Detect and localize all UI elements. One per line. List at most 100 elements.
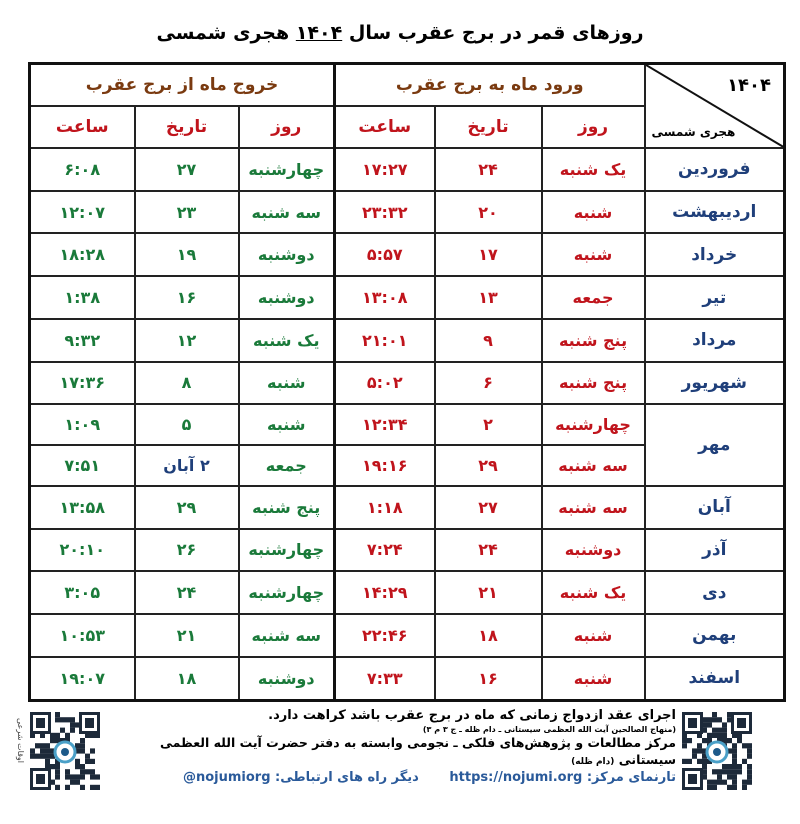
exit-date: ۲۶ — [133, 527, 240, 573]
entry-time: ۱۹:۱۶ — [332, 444, 436, 487]
footer-center: مرکز مطالعات و پژوهش‌های فلکی ـ نجومی وا… — [160, 735, 676, 767]
table-row: سه شنبه ۲۹ ۱۹:۱۶ جمعه ۲ آبان ۷:۵۱ — [28, 444, 785, 487]
month-cell: اسفند — [643, 655, 786, 702]
entry-day: شنبه — [540, 613, 646, 658]
table-row: آذر دوشنبه ۲۴ ۷:۲۴ چهارشنبه ۲۶ ۲۰:۱۰ — [28, 527, 786, 573]
entry-time: ۷:۳۳ — [332, 655, 436, 702]
exit-time: ۱۳:۵۸ — [28, 484, 136, 530]
exit-day: شنبه — [237, 360, 336, 406]
entry-day: جمعه — [540, 275, 646, 320]
website-label: تارنمای مرکز: — [586, 770, 676, 786]
table-row: دی یک شنبه ۲۱ ۱۴:۲۹ چهارشنبه ۲۴ ۳:۰۵ — [28, 570, 786, 616]
entry-date: ۱۳ — [433, 275, 543, 320]
social-handle[interactable]: @nojumiorg — [182, 770, 271, 786]
entry-time: ۱۴:۲۹ — [332, 570, 436, 616]
qr-code-right[interactable] — [682, 712, 752, 790]
exit-date: ۸ — [133, 360, 240, 406]
entry-time-header: ساعت — [332, 105, 436, 149]
exit-day: چهارشنبه — [237, 147, 336, 192]
entry-date: ۲۱ — [433, 570, 543, 616]
exit-time: ۱۸:۲۸ — [28, 232, 136, 278]
exit-group-header: خروج ماه از برج عقرب — [28, 62, 336, 107]
entry-date: ۱۷ — [433, 232, 543, 278]
exit-time: ۳:۰۵ — [28, 570, 136, 616]
entry-time: ۵:۰۲ — [332, 360, 436, 406]
exit-time: ۱:۳۸ — [28, 275, 136, 320]
month-cell: فروردین — [643, 147, 786, 192]
exit-time: ۱۲:۰۷ — [28, 189, 136, 235]
entry-time: ۱۳:۰۸ — [332, 275, 436, 320]
entry-time: ۱:۱۸ — [332, 484, 436, 530]
exit-date: ۲۴ — [133, 570, 240, 616]
entry-date: ۱۶ — [433, 655, 543, 702]
corner-calendar: هجری شمسی — [651, 125, 736, 139]
exit-day: سه شنبه — [237, 613, 336, 658]
month-cell: خرداد — [643, 232, 786, 278]
entry-day: چهارشنبه — [540, 403, 646, 447]
footer-note-source: (منهاج الصالحین آیت الله العظمی سیستانی … — [422, 724, 676, 734]
exit-day: شنبه — [237, 403, 336, 447]
footer-contacts: تارنمای مرکز: https://nojumi.org دیگر را… — [106, 770, 676, 787]
exit-time: ۱۷:۳۶ — [28, 360, 136, 406]
table-row: اسفند شنبه ۱۶ ۷:۳۳ دوشنبه ۱۸ ۱۹:۰۷ — [28, 655, 786, 702]
month-cell: آبان — [643, 484, 786, 530]
exit-date: ۲۷ — [133, 147, 240, 192]
diagonal-line — [646, 65, 784, 147]
website-link[interactable]: https://nojumi.org — [449, 770, 583, 786]
entry-day: یک شنبه — [540, 147, 646, 192]
exit-time: ۱:۰۹ — [28, 403, 136, 447]
table-row: تیر جمعه ۱۳ ۱۳:۰۸ دوشنبه ۱۶ ۱:۳۸ — [28, 275, 786, 320]
page-title: روزهای قمر در برج عقرب سال ۱۴۰۴ هجری شمس… — [156, 22, 644, 44]
entry-day-header: روز — [540, 105, 646, 149]
exit-time: ۱۹:۰۷ — [28, 655, 136, 702]
exit-day: جمعه — [237, 444, 336, 487]
corner-header: ۱۴۰۴ هجری شمسی — [643, 62, 786, 149]
table-row: آبان سه شنبه ۲۷ ۱:۱۸ پنج شنبه ۲۹ ۱۳:۵۸ — [28, 484, 786, 530]
exit-day: چهارشنبه — [237, 527, 336, 573]
footer-note: اجرای عقد ازدواج زمانی که ماه در برج عقر… — [268, 708, 676, 723]
month-cell: اردیبهشت — [643, 189, 786, 235]
exit-day: چهارشنبه — [237, 570, 336, 616]
month-cell: آذر — [643, 527, 786, 573]
exit-date: ۱۶ — [133, 275, 240, 320]
exit-time: ۷:۵۱ — [28, 444, 136, 487]
exit-day: دوشنبه — [237, 275, 336, 320]
entry-time: ۱۲:۳۴ — [332, 403, 436, 447]
table-row: شهریور پنج شنبه ۶ ۵:۰۲ شنبه ۸ ۱۷:۳۶ — [28, 360, 786, 406]
month-cell: مهر — [643, 403, 786, 487]
entry-date: ۲۴ — [433, 147, 543, 192]
exit-date: ۲۱ — [133, 613, 240, 658]
corner-year: ۱۴۰۴ — [727, 75, 772, 96]
entry-date: ۲۹ — [433, 444, 543, 487]
month-cell: دی — [643, 570, 786, 616]
exit-date: ۱۸ — [133, 655, 240, 702]
entry-time: ۵:۵۷ — [332, 232, 436, 278]
exit-date: ۵ — [133, 403, 240, 447]
entry-day: شنبه — [540, 232, 646, 278]
entry-day: سه شنبه — [540, 444, 646, 487]
table-row: اردیبهشت شنبه ۲۰ ۲۳:۳۲ سه شنبه ۲۳ ۱۲:۰۷ — [28, 189, 786, 235]
exit-day-header: روز — [237, 105, 336, 149]
qr-code-left[interactable] — [30, 712, 100, 790]
entry-date: ۲ — [433, 403, 543, 447]
entry-time: ۲۱:۰۱ — [332, 317, 436, 363]
entry-day: پنج شنبه — [540, 317, 646, 363]
entry-time: ۱۷:۲۷ — [332, 147, 436, 192]
entry-date: ۱۸ — [433, 613, 543, 658]
entry-time: ۷:۲۴ — [332, 527, 436, 573]
exit-time: ۹:۳۲ — [28, 317, 136, 363]
exit-day: یک شنبه — [237, 317, 336, 363]
entry-day: شنبه — [540, 655, 646, 702]
exit-time-header: ساعت — [28, 105, 136, 149]
entry-date-header: تاریخ — [433, 105, 543, 149]
entry-date: ۶ — [433, 360, 543, 406]
month-cell: مرداد — [643, 317, 786, 363]
other-contacts-label: دیگر راه های ارتباطی: — [275, 770, 419, 786]
moon-scorpio-table: ۱۴۰۴ هجری شمسی ورود ماه به برج عقرب خروج… — [28, 62, 787, 702]
exit-date: ۱۹ — [133, 232, 240, 278]
entry-day: شنبه — [540, 189, 646, 235]
entry-date: ۹ — [433, 317, 543, 363]
exit-date: ۱۲ — [133, 317, 240, 363]
exit-day: سه شنبه — [237, 189, 336, 235]
exit-time: ۶:۰۸ — [28, 147, 136, 192]
